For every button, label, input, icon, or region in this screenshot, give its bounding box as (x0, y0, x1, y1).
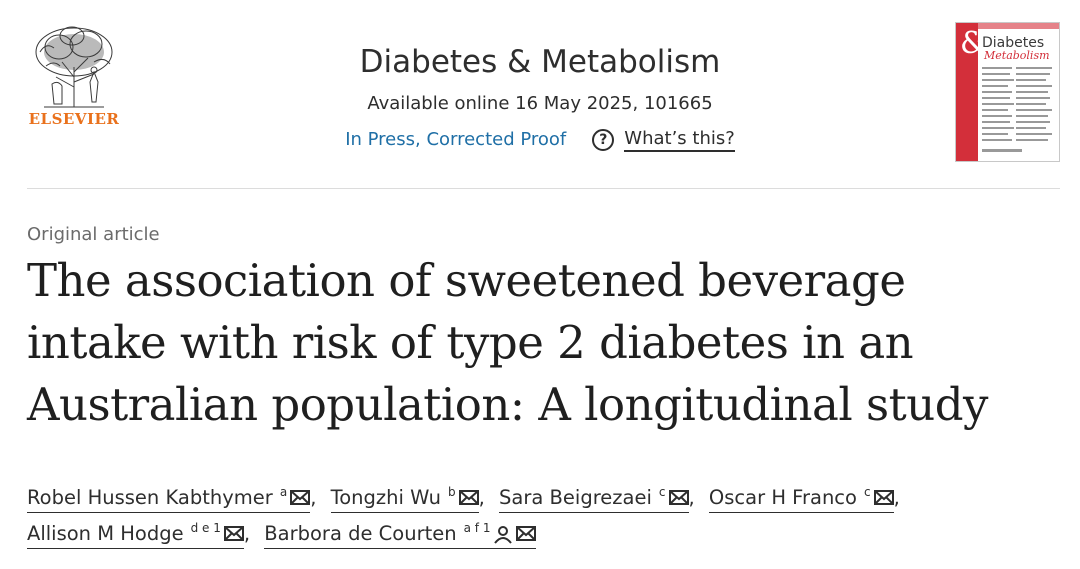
author-affiliation: d e 1 (190, 521, 221, 535)
author-name: Robel Hussen Kabthymer (27, 486, 273, 509)
publisher-name: ELSEVIER (28, 110, 120, 128)
author-affiliation: a (279, 485, 288, 499)
author-separator: , (310, 486, 317, 509)
article-title: The association of sweetened beverage in… (27, 250, 1067, 436)
article-type-label: Original article (27, 224, 160, 245)
author-name: Barbora de Courten (264, 522, 457, 545)
in-press-link[interactable]: In Press, Corrected Proof (345, 129, 567, 150)
mail-icon (873, 490, 894, 505)
cover-title-line1: Diabetes (982, 35, 1044, 51)
author-link[interactable]: Tongzhi Wu b (330, 484, 479, 513)
mail-icon (290, 490, 311, 505)
author-affiliation: c (658, 485, 666, 499)
author-name: Tongzhi Wu (330, 486, 442, 509)
available-online-date: Available online 16 May 2025, 101665 (367, 93, 713, 114)
elsevier-tree-logo[interactable] (24, 22, 124, 130)
author-separator: , (688, 486, 695, 509)
header-divider (27, 188, 1060, 189)
journal-cover-thumbnail[interactable]: & Diabetes Metabolism (955, 22, 1060, 162)
author-link[interactable]: Allison M Hodge d e 1 (27, 520, 244, 549)
mail-icon (668, 490, 689, 505)
author-name: Allison M Hodge (27, 522, 184, 545)
article-title-line: intake with risk of type 2 diabetes in a… (27, 316, 914, 369)
author-separator: , (478, 486, 485, 509)
mail-icon (458, 490, 479, 505)
cover-amp: & (960, 26, 987, 61)
whats-this-button[interactable]: ? What’s this? (592, 128, 735, 152)
cover-title-line2: Metabolism (983, 49, 1050, 62)
question-circle-icon: ? (592, 129, 615, 151)
whats-this-label: What’s this? (624, 128, 735, 152)
author-link[interactable]: Robel Hussen Kabthymer a (27, 484, 311, 513)
author-link[interactable]: Sara Beigrezaei c (499, 484, 689, 513)
journal-title[interactable]: Diabetes & Metabolism (359, 44, 721, 80)
article-title-line: Australian population: A longitudinal st… (27, 378, 988, 431)
author-separator: , (893, 486, 900, 509)
author-affiliation: b (448, 485, 456, 499)
author-link[interactable]: Oscar H Franco c (708, 484, 894, 513)
mail-icon (516, 526, 537, 541)
article-status-row: In Press, Corrected Proof ? What’s this? (250, 126, 830, 154)
author-name: Oscar H Franco (708, 486, 857, 509)
author-link[interactable]: Barbora de Courten a f 1 (264, 520, 537, 549)
author-affiliation: c (863, 485, 871, 499)
person-icon (494, 526, 513, 544)
mail-icon (223, 526, 244, 541)
author-separator: , (243, 522, 251, 545)
article-title-line: The association of sweetened beverage (27, 254, 906, 307)
author-name: Sara Beigrezaei (499, 486, 652, 509)
author-affiliation: a f 1 (463, 521, 491, 535)
author-list: Robel Hussen Kabthymer a, Tongzhi Wu b, Sa… (27, 480, 1067, 552)
journal-header: Diabetes & Metabolism Available online 1… (250, 40, 830, 154)
